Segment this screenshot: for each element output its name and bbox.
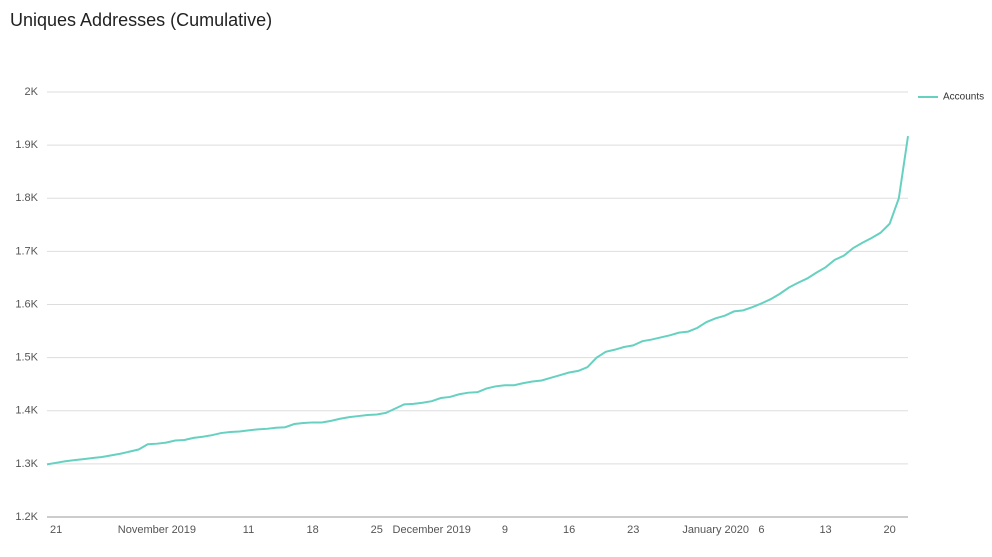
x-tick-label: 23 <box>627 524 639 536</box>
y-tick-label: 2K <box>25 86 39 98</box>
y-tick-label: 1.3K <box>15 458 38 470</box>
y-tick-label: 1.8K <box>15 192 38 204</box>
y-tick-label: 1.6K <box>15 298 38 310</box>
y-tick-label: 1.2K <box>15 511 38 523</box>
x-tick-label: 9 <box>502 524 508 536</box>
x-tick-label: 13 <box>819 524 831 536</box>
data-line <box>46 135 909 466</box>
y-tick-label: 1.4K <box>15 405 38 417</box>
x-tick-label: 6 <box>758 524 764 536</box>
x-tick-label: December 2019 <box>393 524 471 536</box>
legend-label: Accounts <box>943 92 984 103</box>
chart-title: Uniques Addresses (Cumulative) <box>10 10 272 30</box>
x-tick-label: 25 <box>371 524 383 536</box>
x-tick-label: November 2019 <box>118 524 196 536</box>
y-tick-label: 1.9K <box>15 139 38 151</box>
x-tick-label: 20 <box>884 524 896 536</box>
x-tick-label: January 2020 <box>682 524 749 536</box>
x-tick-label: 16 <box>563 524 575 536</box>
x-tick-label: 18 <box>307 524 319 536</box>
x-tick-label: 21 <box>50 524 62 536</box>
y-tick-label: 1.5K <box>15 352 38 364</box>
y-tick-label: 1.7K <box>15 245 38 257</box>
x-tick-label: 11 <box>243 524 254 536</box>
